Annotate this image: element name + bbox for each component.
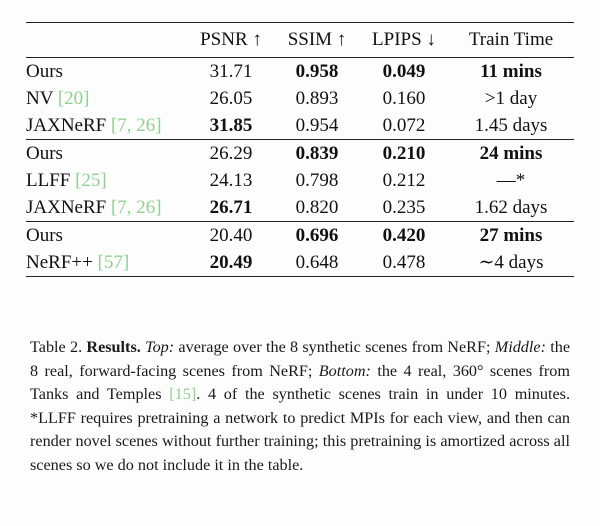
train-time-header: Train Time bbox=[468, 29, 554, 50]
time-cell: ∼4 days bbox=[478, 252, 544, 273]
time-cell: 24 mins bbox=[448, 139, 574, 167]
lpips-cell: 0.212 bbox=[382, 170, 426, 191]
time-cell: 1.62 days bbox=[474, 197, 548, 218]
method-cell: Ours bbox=[26, 57, 188, 85]
table-row: JAXNeRF [7, 26] 26.71 0.820 0.235 1.62 days bbox=[26, 194, 574, 222]
ssim-cell: 0.954 bbox=[295, 115, 339, 136]
caption-title: Results. bbox=[86, 338, 141, 356]
header-row: PSNR ↑ SSIM ↑ LPIPS ↓ Train Time bbox=[26, 22, 574, 58]
caption-top-text: average over the 8 synthetic scenes from… bbox=[174, 338, 495, 356]
caption-bottom-text: the 4 real, 360° scenes from Tanks and T… bbox=[30, 361, 570, 404]
method-cell: Ours bbox=[26, 139, 188, 167]
caption-top-label: Top: bbox=[145, 338, 175, 356]
method-cell: LLFF [25] bbox=[26, 167, 188, 194]
psnr-cell: 26.29 bbox=[188, 139, 274, 167]
citation-link[interactable]: [57] bbox=[97, 252, 130, 273]
table-row: LLFF [25] 24.13 0.798 0.212 —* bbox=[26, 167, 574, 194]
psnr-cell: 31.85 bbox=[209, 115, 253, 136]
lpips-cell: 0.210 bbox=[360, 139, 448, 167]
psnr-cell: 26.71 bbox=[209, 197, 253, 218]
caption-middle-label: Middle: bbox=[494, 338, 546, 356]
method-cell: NeRF++ [57] bbox=[26, 249, 188, 277]
time-cell: >1 day bbox=[484, 88, 538, 109]
lpips-cell: 0.160 bbox=[382, 88, 426, 109]
ssim-header: SSIM ↑ bbox=[287, 29, 347, 50]
caption-bottom-label: Bottom: bbox=[318, 361, 371, 380]
ssim-cell: 0.820 bbox=[295, 197, 339, 218]
ssim-cell: 0.648 bbox=[295, 252, 339, 273]
time-cell: —* bbox=[496, 170, 526, 191]
table-body: Ours 31.71 0.958 0.049 11 mins NV [20] 26.05 0.… bbox=[26, 57, 574, 277]
lpips-cell: 0.072 bbox=[382, 115, 426, 136]
table-caption: Table 2. Results. Top: average over the … bbox=[30, 336, 570, 477]
method-name: JAXNeRF bbox=[26, 197, 111, 218]
table-row: Ours 26.29 0.839 0.210 24 mins bbox=[26, 139, 574, 167]
lpips-cell: 0.478 bbox=[382, 252, 426, 273]
time-cell: 1.45 days bbox=[474, 115, 548, 136]
psnr-cell: 20.49 bbox=[209, 252, 253, 273]
caption-label: Table 2. bbox=[30, 338, 87, 356]
table-row: Ours 20.40 0.696 0.420 27 mins bbox=[26, 221, 574, 249]
lpips-cell: 0.420 bbox=[360, 221, 448, 249]
ssim-cell: 0.839 bbox=[274, 139, 360, 167]
ssim-cell: 0.798 bbox=[295, 170, 339, 191]
caption-middle-text: the 8 real, forward-facing scenes from N… bbox=[30, 338, 571, 380]
caption-rest: . 4 of the synthetic scenes train in und… bbox=[30, 385, 570, 474]
time-cell: 11 mins bbox=[448, 57, 574, 85]
method-cell: NV [20] bbox=[26, 85, 188, 112]
ssim-cell: 0.958 bbox=[274, 57, 360, 85]
method-cell: Ours bbox=[26, 221, 188, 249]
method-name: NV bbox=[26, 88, 58, 109]
table-row: NeRF++ [57] 20.49 0.648 0.478 ∼4 days bbox=[26, 249, 574, 277]
caption-citation[interactable]: [15] bbox=[169, 385, 197, 403]
method-name: NeRF++ bbox=[26, 252, 98, 273]
method-name: Ours bbox=[26, 143, 63, 164]
lpips-cell: 0.235 bbox=[382, 197, 426, 218]
method-cell: JAXNeRF [7, 26] bbox=[26, 194, 188, 222]
citation-link[interactable]: [7, 26] bbox=[110, 115, 162, 136]
time-cell: 27 mins bbox=[448, 221, 574, 249]
table-row: Ours 31.71 0.958 0.049 11 mins bbox=[26, 57, 574, 85]
method-name: Ours bbox=[26, 61, 63, 82]
method-header bbox=[26, 23, 188, 58]
method-name: Ours bbox=[26, 225, 63, 246]
psnr-cell: 24.13 bbox=[209, 170, 253, 191]
method-name: JAXNeRF bbox=[26, 115, 111, 136]
results-table: PSNR ↑ SSIM ↑ LPIPS ↓ Train Time Ours 31.… bbox=[26, 22, 574, 277]
citation-link[interactable]: [25] bbox=[75, 170, 107, 191]
lpips-header: LPIPS ↓ bbox=[372, 29, 436, 50]
ssim-cell: 0.893 bbox=[295, 88, 339, 109]
citation-link[interactable]: [7, 26] bbox=[110, 197, 162, 218]
table-row: JAXNeRF [7, 26] 31.85 0.954 0.072 1.45 days bbox=[26, 112, 574, 140]
psnr-cell: 26.05 bbox=[209, 88, 253, 109]
table-row: NV [20] 26.05 0.893 0.160 >1 day bbox=[26, 85, 574, 112]
method-cell: JAXNeRF [7, 26] bbox=[26, 112, 188, 140]
psnr-cell: 20.40 bbox=[188, 221, 274, 249]
psnr-header: PSNR ↑ bbox=[200, 29, 262, 50]
ssim-cell: 0.696 bbox=[274, 221, 360, 249]
citation-link[interactable]: [20] bbox=[57, 88, 90, 109]
method-name: LLFF bbox=[26, 170, 76, 191]
psnr-cell: 31.71 bbox=[188, 57, 274, 85]
lpips-cell: 0.049 bbox=[360, 57, 448, 85]
